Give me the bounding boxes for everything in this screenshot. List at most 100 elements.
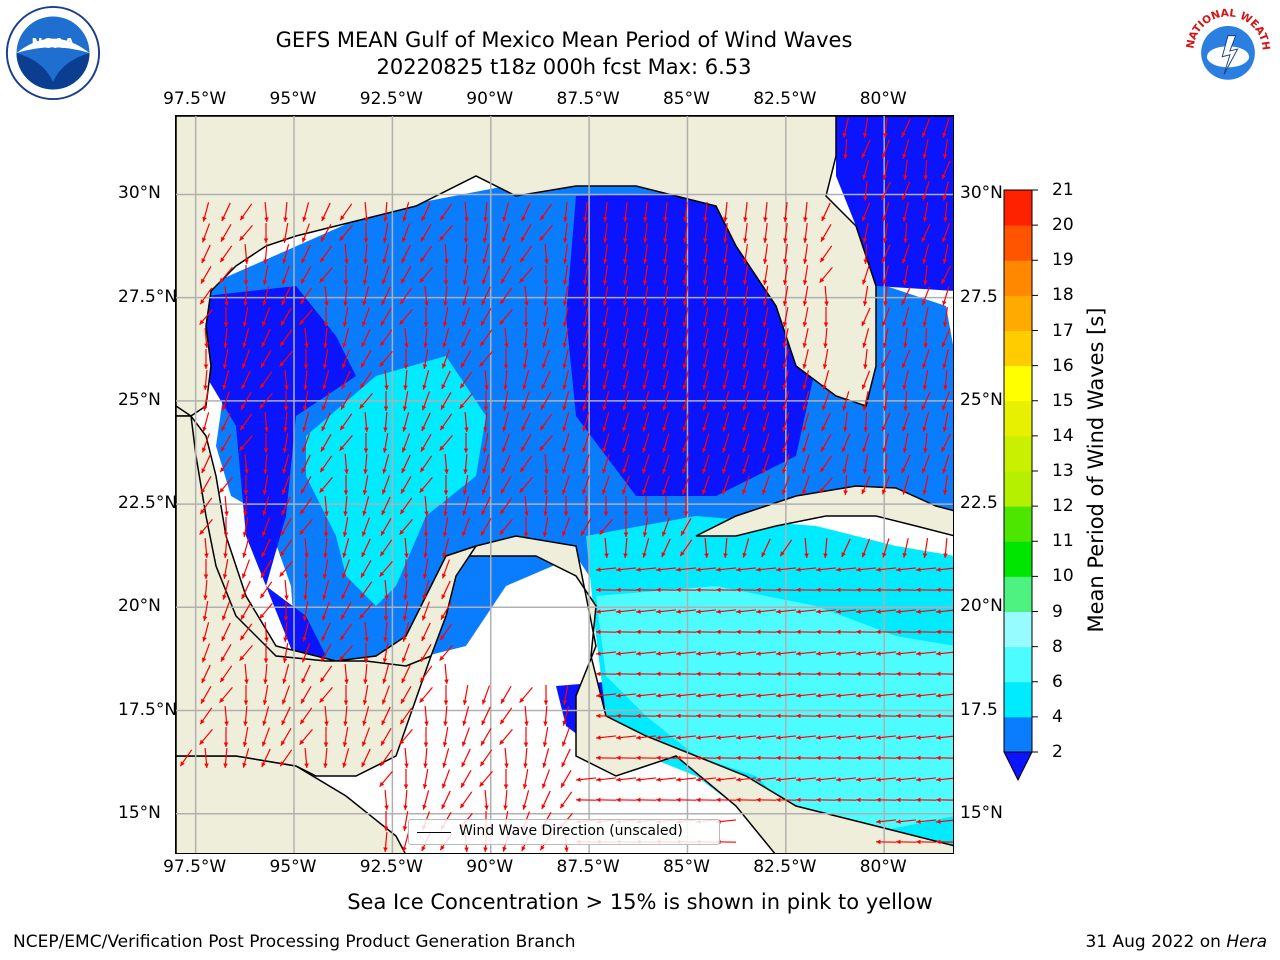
- wind-wave-direction-arrow: [942, 286, 950, 306]
- wind-wave-direction-arrow: [782, 286, 789, 306]
- wind-wave-direction-arrow: [915, 735, 937, 740]
- wind-wave-direction-arrow: [223, 727, 229, 747]
- wind-wave-direction-arrow: [239, 623, 253, 641]
- wind-wave-direction-arrow: [915, 609, 937, 614]
- wind-wave-direction-arrow: [562, 244, 568, 264]
- wind-wave-direction-arrow: [279, 749, 293, 767]
- wind-wave-direction-arrow: [302, 412, 310, 432]
- wind-wave-direction-arrow: [319, 245, 333, 263]
- wind-wave-direction-arrow: [875, 713, 897, 719]
- wind-wave-direction-arrow: [835, 713, 857, 719]
- wind-wave-direction-arrow: [464, 201, 469, 223]
- footer-date: 31 Aug 2022 on Hera: [1085, 932, 1267, 952]
- wind-wave-direction-arrow: [722, 349, 729, 369]
- lon-tick-label-bottom: 90°W: [466, 857, 514, 877]
- wind-wave-direction-arrow: [695, 609, 717, 614]
- wind-wave-direction-arrow: [423, 747, 428, 769]
- wind-wave-direction-arrow: [655, 671, 677, 677]
- wind-wave-direction-arrow: [881, 139, 890, 159]
- wind-wave-direction-arrow: [903, 222, 908, 244]
- wind-wave-direction-arrow: [881, 349, 891, 369]
- wind-wave-direction-arrow: [682, 391, 690, 411]
- wind-wave-direction-arrow: [642, 433, 650, 453]
- wind-wave-direction-arrow: [379, 329, 393, 347]
- wind-wave-direction-arrow: [663, 496, 669, 516]
- wind-wave-direction-arrow: [735, 587, 757, 593]
- wind-wave-direction-arrow: [523, 327, 528, 349]
- wind-wave-direction-arrow: [861, 202, 871, 222]
- wind-wave-direction-arrow: [301, 223, 310, 243]
- wind-wave-direction-arrow: [775, 797, 797, 803]
- wind-wave-direction-arrow: [541, 769, 550, 789]
- wind-wave-direction-arrow: [941, 223, 950, 243]
- wind-wave-direction-arrow: [795, 609, 817, 614]
- wind-wave-direction-arrow: [262, 496, 270, 516]
- noaa-logo: NOAA: [5, 5, 101, 101]
- wind-wave-direction-arrow: [762, 349, 769, 369]
- wind-wave-direction-arrow: [582, 433, 590, 453]
- wind-wave-direction-arrow: [219, 476, 233, 494]
- wind-wave-direction-arrow: [402, 391, 409, 411]
- wind-wave-direction-arrow: [199, 497, 213, 515]
- wind-wave-direction-arrow: [543, 475, 549, 495]
- wind-wave-direction-arrow: [802, 328, 809, 348]
- wind-wave-direction-arrow: [855, 713, 877, 719]
- wind-wave-direction-arrow: [481, 265, 490, 285]
- wind-wave-direction-arrow: [655, 713, 677, 719]
- wind-wave-direction-arrow: [782, 475, 790, 495]
- wind-wave-direction-arrow: [363, 643, 369, 663]
- wind-wave-direction-arrow: [304, 327, 309, 349]
- wind-wave-direction-arrow: [901, 454, 911, 474]
- wind-wave-direction-arrow: [420, 644, 432, 662]
- wind-wave-direction-arrow: [399, 518, 413, 536]
- colorbar: [1003, 189, 1038, 782]
- wind-wave-direction-arrow: [441, 559, 450, 579]
- wind-wave-direction-arrow: [915, 777, 937, 782]
- wind-wave-direction-arrow: [680, 518, 692, 536]
- wind-wave-direction-arrow: [443, 285, 448, 307]
- wind-wave-direction-arrow: [655, 567, 677, 572]
- wind-wave-direction-arrow: [722, 286, 729, 306]
- wind-wave-direction-arrow: [303, 349, 309, 369]
- wind-wave-direction-arrow: [401, 244, 411, 264]
- wind-wave-direction-arrow: [622, 433, 630, 453]
- wind-wave-direction-arrow: [722, 412, 730, 432]
- wind-wave-direction-arrow: [815, 693, 837, 698]
- wind-wave-direction-arrow: [503, 349, 509, 369]
- wind-wave-direction-arrow: [662, 244, 668, 264]
- wind-wave-direction-arrow: [401, 433, 410, 453]
- wind-wave-direction-arrow: [762, 307, 769, 327]
- wave-period-region-under2: [206, 286, 356, 426]
- wind-wave-direction-arrow: [242, 748, 250, 768]
- wind-wave-direction-arrow: [704, 537, 709, 559]
- wind-wave-direction-arrow: [575, 777, 597, 782]
- wind-wave-direction-arrow: [762, 328, 769, 348]
- lat-tick-label-left: 17.5°N: [118, 699, 178, 720]
- wind-wave-direction-arrow: [775, 777, 797, 782]
- wind-wave-direction-arrow: [519, 476, 533, 494]
- wind-wave-direction-arrow: [702, 391, 710, 411]
- wind-wave-direction-arrow: [815, 671, 837, 677]
- wind-wave-direction-arrow: [342, 727, 349, 747]
- wind-wave-direction-arrow: [583, 496, 589, 516]
- wind-wave-direction-arrow: [199, 728, 213, 746]
- wind-wave-direction-arrow: [603, 223, 608, 243]
- colorbar-tick-label: 14: [1052, 425, 1074, 446]
- wind-wave-direction-arrow: [835, 797, 857, 803]
- wind-wave-direction-arrow: [602, 454, 610, 474]
- wind-wave-direction-arrow: [735, 651, 757, 656]
- wind-wave-direction-arrow: [300, 266, 312, 284]
- wind-wave-direction-arrow: [763, 223, 768, 243]
- wind-wave-direction-arrow: [715, 587, 737, 593]
- wind-wave-direction-arrow: [942, 181, 950, 201]
- wind-wave-direction-arrow: [902, 370, 909, 390]
- wind-wave-direction-arrow: [821, 202, 831, 222]
- wind-wave-direction-arrow: [502, 202, 510, 222]
- wind-wave-direction-arrow: [702, 244, 708, 264]
- wind-wave-direction-arrow: [622, 286, 629, 306]
- wind-wave-direction-arrow: [199, 707, 213, 725]
- wind-wave-direction-arrow: [702, 349, 709, 369]
- wind-wave-direction-arrow: [339, 644, 353, 662]
- wind-wave-direction-arrow: [755, 651, 777, 656]
- wind-wave-direction-arrow: [835, 755, 857, 761]
